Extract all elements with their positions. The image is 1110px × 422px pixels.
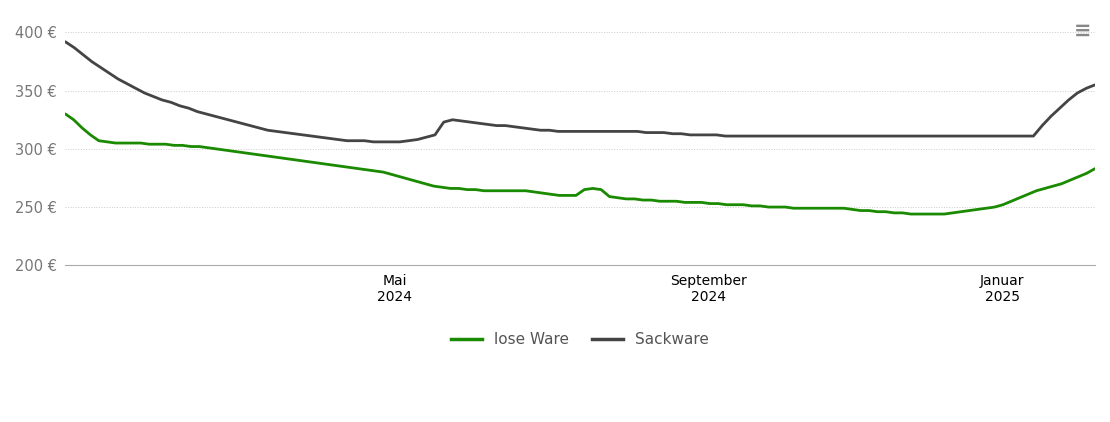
Text: ≡: ≡	[1073, 21, 1091, 41]
Legend: lose Ware, Sackware: lose Ware, Sackware	[445, 326, 715, 353]
